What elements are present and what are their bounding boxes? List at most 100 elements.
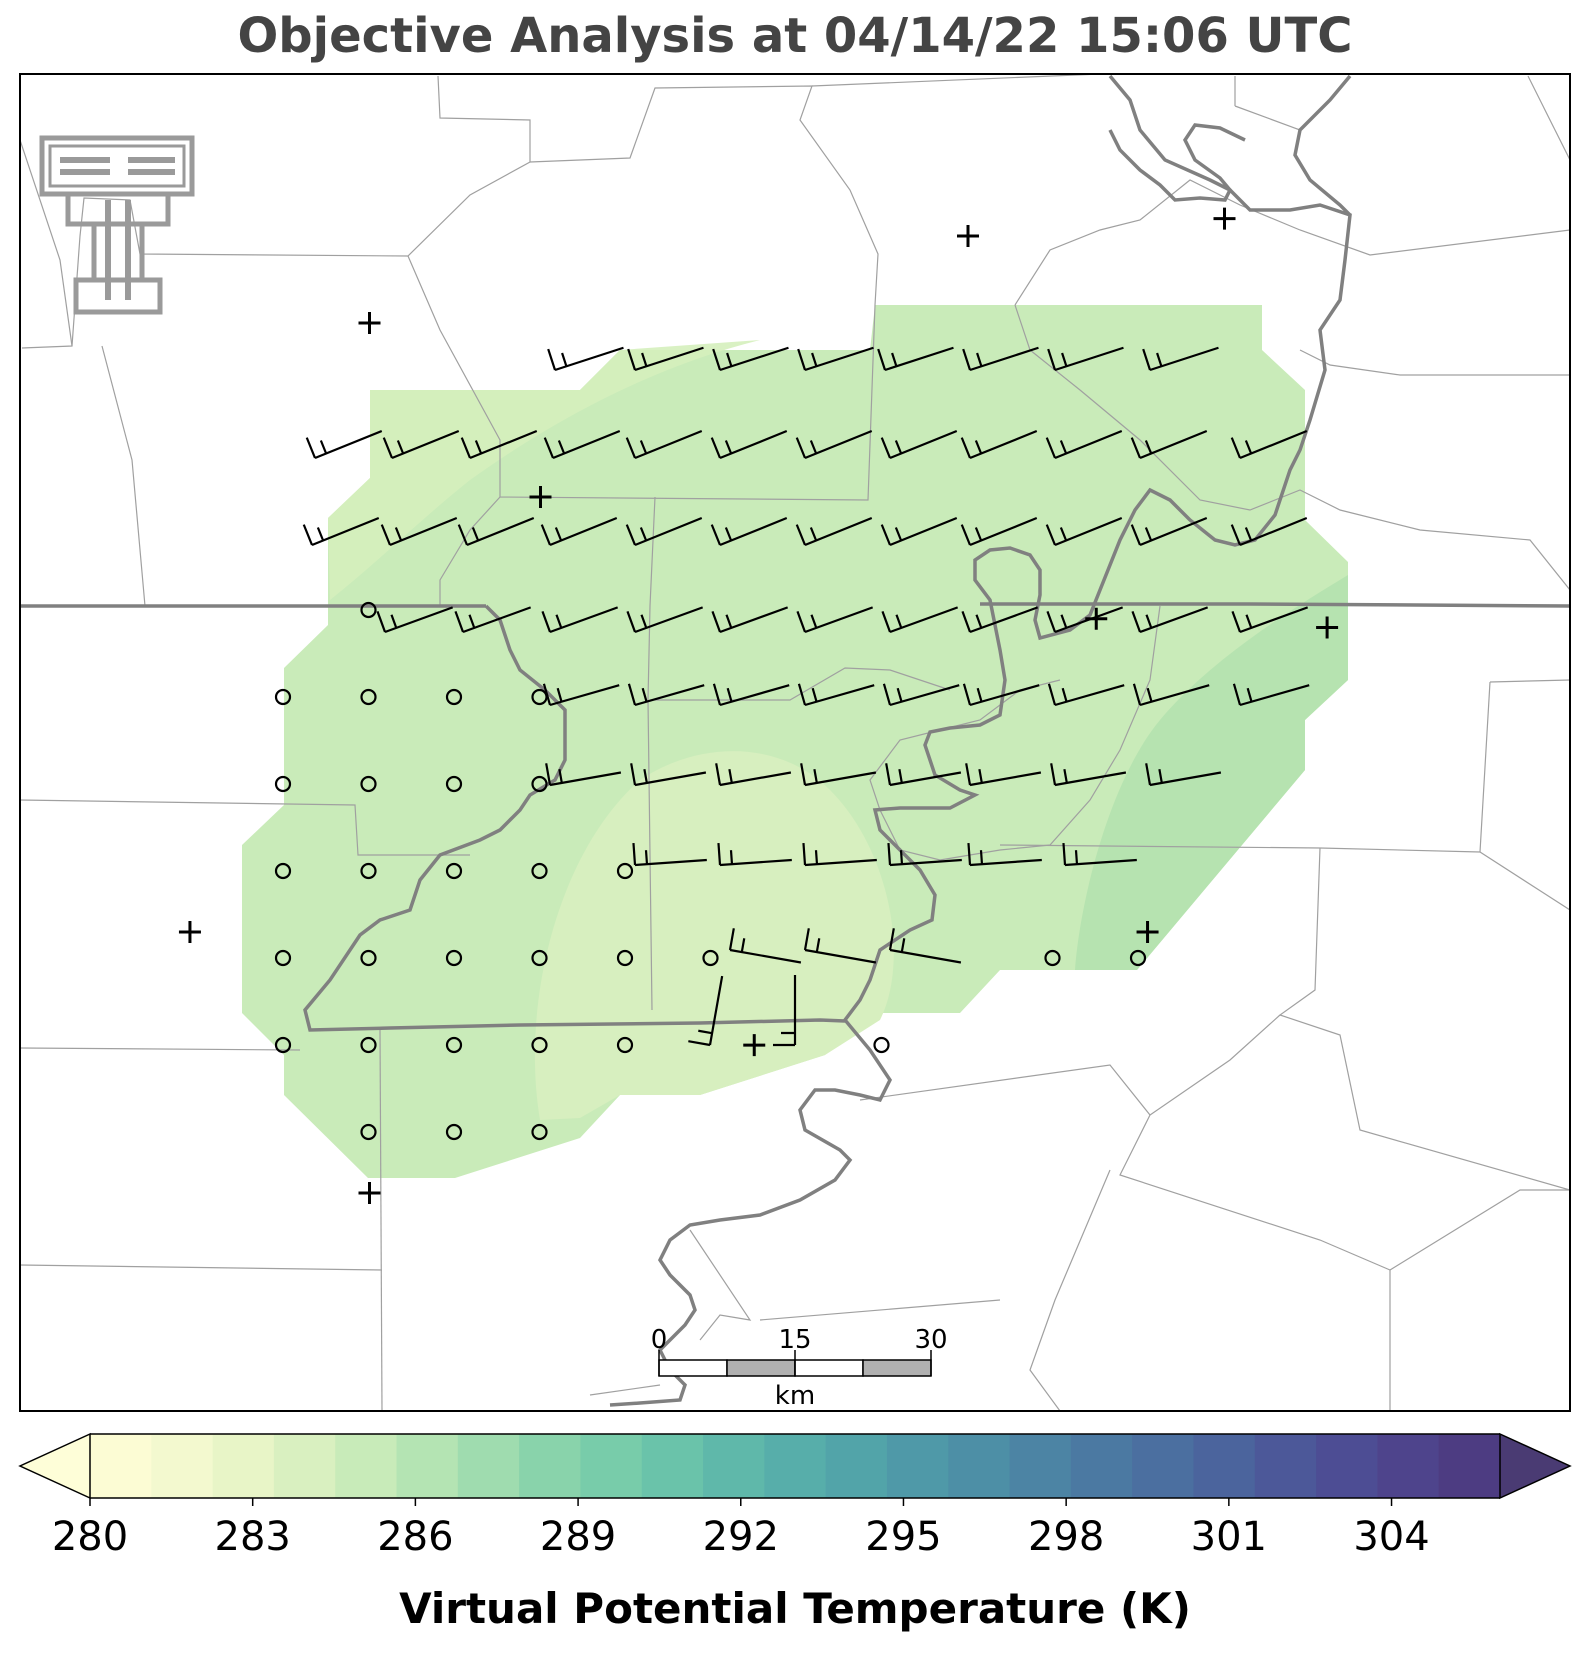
colorbar-tick-label: 283 [215, 1514, 291, 1560]
calm-station [445, 1123, 463, 1141]
colorbar-low-extend [18, 1432, 91, 1500]
county-borders [20, 74, 1570, 1411]
wind-barb [712, 683, 790, 707]
colorbar-swatch [1254, 1434, 1317, 1498]
colorbar-swatch [335, 1434, 398, 1498]
colorbar-swatch [580, 1434, 643, 1498]
colorbar-ticks: 280 283 286 289 292 295 298 301 304 [52, 1498, 1430, 1560]
calm-station [531, 862, 548, 880]
colorbar-swatch [457, 1434, 520, 1498]
wind-barb [305, 430, 383, 460]
calm-station [274, 949, 292, 967]
wind-barb [967, 842, 1042, 867]
wind-barb [712, 346, 789, 372]
wind-barb [454, 606, 532, 634]
wind-barb [543, 430, 621, 460]
wind-barb [961, 606, 1039, 634]
colorbar-tick-label: 301 [1191, 1514, 1267, 1560]
calm-station [274, 688, 292, 706]
wind-barb [1045, 430, 1123, 460]
wind-barb [1142, 346, 1219, 372]
north-river-bend [1108, 123, 1246, 202]
wind-barb [627, 346, 704, 372]
wind-barb [376, 606, 454, 634]
wind-barb [460, 430, 538, 460]
wind-barb [630, 763, 707, 787]
wind-barb [797, 683, 875, 707]
wind-barb [888, 928, 962, 964]
wind-barb [1230, 517, 1308, 547]
colorbar-swatch [825, 1434, 888, 1498]
colorbar-swatch [1132, 1434, 1195, 1498]
colorbar-swatch [1316, 1434, 1378, 1498]
wind-barb [728, 928, 802, 964]
colorbar-swatch [1438, 1434, 1501, 1498]
wind-barb [382, 430, 460, 460]
scale-label-0: 0 [651, 1325, 668, 1355]
wind-barb [962, 346, 1039, 372]
calm-station [873, 1036, 890, 1054]
wind-barb [542, 683, 620, 707]
calm-station [616, 949, 634, 967]
colorbar-swatch [764, 1434, 827, 1498]
wind-barb [688, 975, 724, 1047]
plus-marker [358, 1182, 381, 1204]
wind-barb [1130, 517, 1208, 547]
calm-station [360, 775, 377, 793]
calm-station [274, 775, 292, 793]
calm-station [531, 1036, 548, 1054]
wind-barb [802, 842, 877, 867]
calm-station [1129, 949, 1147, 967]
wind-barb [1047, 683, 1125, 707]
wind-barb [803, 928, 877, 964]
wind-barb [1045, 517, 1123, 547]
colorbar-swatch [1193, 1434, 1256, 1498]
colorbar-swatch [151, 1434, 214, 1498]
wind-barb [380, 517, 458, 547]
wind-barb [882, 683, 960, 707]
wind-barb [773, 975, 797, 1047]
wind-barb [710, 430, 788, 460]
colorbar-swatch [703, 1434, 765, 1498]
wind-barb [1232, 683, 1310, 707]
wind-barb [302, 517, 380, 547]
calm-station [360, 862, 377, 880]
wind-barb [1131, 606, 1209, 634]
wind-barb [1130, 430, 1208, 460]
colorbar-tick-label: 298 [1028, 1514, 1104, 1560]
plus-marker [743, 1034, 766, 1057]
wind-barb [960, 430, 1038, 460]
scale-unit: km [775, 1381, 815, 1411]
texas-tech-double-t-logo [39, 135, 195, 315]
wind-barb [1132, 683, 1210, 707]
wind-barb [887, 842, 962, 867]
field-dark-southeast [1075, 575, 1348, 970]
colorbar-swatch [1377, 1434, 1440, 1498]
wind-barb [885, 763, 962, 787]
field-light-band-north [328, 340, 760, 600]
wind-barb [545, 763, 622, 787]
colorbar-tick-label: 295 [865, 1514, 941, 1560]
plus-marker [957, 225, 979, 247]
wind-barb [627, 683, 705, 707]
wind-barb [710, 517, 788, 547]
plus-marker [1213, 207, 1236, 230]
wind-barb [626, 606, 704, 634]
colorbar-high-extend [1499, 1432, 1572, 1500]
wind-barb [541, 606, 619, 634]
calm-station [360, 1123, 377, 1141]
wind-barb [1062, 842, 1137, 867]
calm-station [445, 949, 463, 967]
wind-barb [1230, 430, 1308, 460]
wind-barb [880, 517, 958, 547]
calm-station [360, 1036, 377, 1054]
wind-barb [715, 763, 792, 787]
calm-station [445, 775, 463, 793]
colorbar-swatch [519, 1434, 582, 1498]
colorbar-tick-label: 286 [377, 1514, 453, 1560]
map-frame [19, 73, 1571, 1412]
calm-station [1044, 949, 1061, 967]
wind-barb [540, 517, 618, 547]
wind-barb [965, 763, 1042, 787]
